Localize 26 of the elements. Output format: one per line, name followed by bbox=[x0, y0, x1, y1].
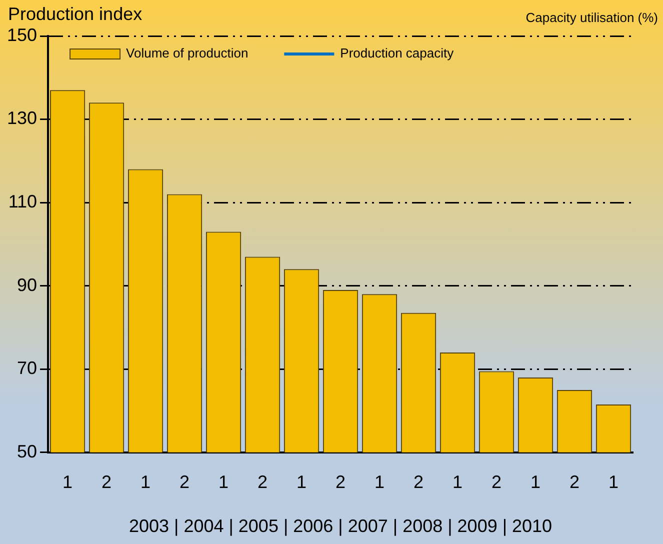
x-tick-label: 1 bbox=[530, 472, 541, 492]
x-tick-label: 1 bbox=[140, 472, 151, 492]
x-tick-label: 2 bbox=[258, 472, 268, 492]
x-tick-label: 1 bbox=[296, 472, 307, 492]
y-tick-label: 90 bbox=[17, 274, 38, 295]
y-tick-label: 130 bbox=[6, 108, 38, 128]
text: 2003 | 2004 | 2005 | 2006 | 2007 | 2008 | 2009 | 2010 bbox=[128, 516, 552, 536]
x-tick-label: 1 bbox=[218, 472, 229, 492]
y-tick-label: 50 bbox=[17, 441, 38, 462]
x-tick-label: 2 bbox=[336, 472, 346, 492]
legend-label: Volume of production bbox=[126, 46, 248, 61]
x-tick-label: 2 bbox=[569, 472, 580, 492]
y-tick-label: 150 bbox=[6, 24, 38, 45]
x-tick-label: 1 bbox=[608, 472, 619, 492]
x-tick-label: 2 bbox=[414, 472, 424, 492]
x-tick-label: 1 bbox=[452, 472, 463, 492]
x-tick-label: 2 bbox=[492, 472, 502, 492]
y-tick-label: 110 bbox=[8, 192, 38, 212]
x-tick-label: 1 bbox=[62, 472, 73, 492]
y-tick-label: 70 bbox=[17, 358, 38, 378]
y-axis-title: Production index bbox=[8, 4, 142, 24]
x-tick-label: 2 bbox=[180, 472, 190, 492]
x-tick-label: 1 bbox=[374, 472, 385, 492]
legend-label: Production capacity bbox=[340, 46, 454, 61]
y2-axis-title: Capacity utilisation (%) bbox=[526, 10, 658, 26]
x-tick-label: 2 bbox=[102, 472, 112, 492]
